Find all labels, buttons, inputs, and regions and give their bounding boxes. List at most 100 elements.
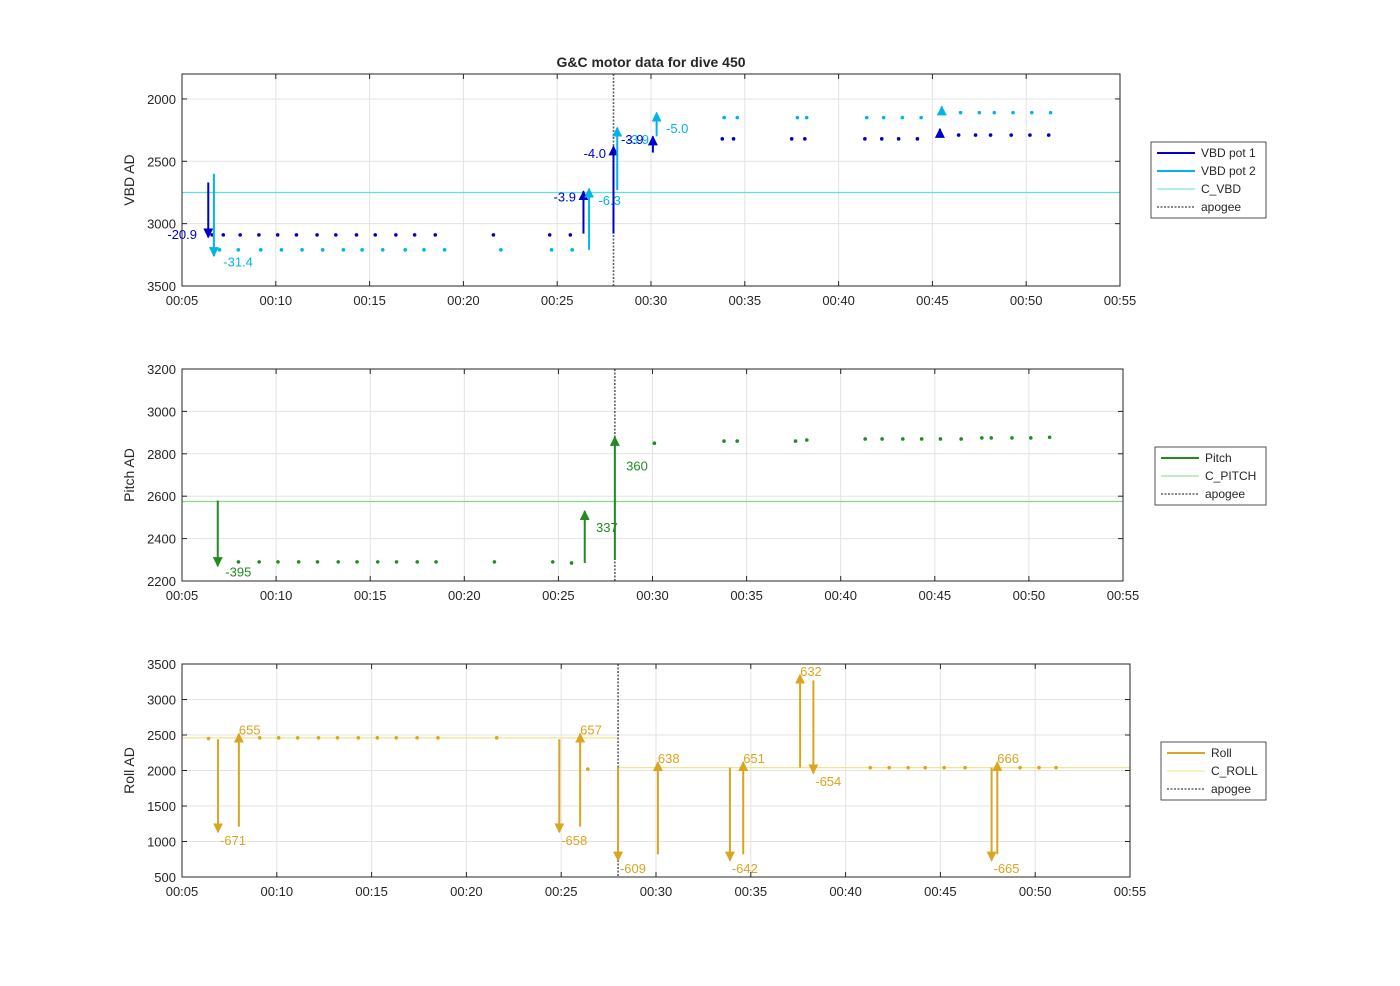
roll-xtick-label: 00:30: [640, 884, 673, 899]
vbd-data-point: [442, 248, 447, 252]
vbd-data-point: [221, 233, 226, 237]
pitch-data-point: [1028, 436, 1033, 440]
roll-data-point: [1018, 765, 1022, 770]
vbd-arrow-label: -3.9: [621, 132, 643, 147]
roll-data-point: [316, 736, 321, 740]
pitch-data-point: [880, 437, 884, 441]
vbd-xtick-label: 00:45: [916, 293, 949, 308]
roll-xtick-label: 00:15: [355, 884, 388, 899]
vbd-data-point: [879, 137, 884, 141]
vbd-legend-label: C_VBD: [1201, 182, 1241, 196]
roll-xtick-label: 00:50: [1019, 884, 1052, 899]
pitch-data-point: [550, 560, 555, 564]
vbd-data-point: [320, 248, 325, 252]
vbd-arrow-label: -3.9: [554, 189, 576, 204]
pitch-xtick-label: 00:35: [730, 588, 763, 603]
roll-ytick-label: 3000: [147, 693, 176, 708]
roll-xtick-label: 00:55: [1114, 884, 1147, 899]
vbd-xtick-label: 00:50: [1010, 293, 1043, 308]
pitch-data-point: [492, 560, 497, 564]
vbd-data-point: [720, 137, 725, 141]
vbd-arrow-label: -6.3: [598, 193, 620, 208]
vbd-data-point: [864, 115, 869, 120]
vbd-data-point: [300, 248, 304, 252]
roll-data-point: [923, 765, 928, 770]
pitch-xtick-label: 00:05: [166, 588, 199, 603]
vbd-data-point: [403, 248, 408, 252]
vbd-legend-label: VBD pot 1: [1201, 146, 1256, 160]
pitch-xtick-label: 00:55: [1107, 588, 1140, 603]
pitch-data-point: [394, 560, 399, 564]
vbd-legend-label: apogee: [1201, 200, 1241, 214]
roll-xtick-label: 00:40: [829, 884, 862, 899]
roll-data-point: [494, 736, 499, 740]
vbd-data-point: [315, 233, 319, 237]
vbd-data-point: [258, 248, 263, 252]
vbd-data-point: [499, 248, 503, 252]
roll-xtick-label: 00:10: [261, 884, 294, 899]
pitch-data-point: [652, 441, 657, 446]
vbd-xtick-label: 00:55: [1104, 293, 1137, 308]
roll-data-point: [276, 736, 281, 740]
roll-data-point: [375, 736, 380, 740]
vbd-data-point: [977, 110, 982, 115]
pitch-ytick-label: 3000: [147, 404, 176, 419]
vbd-data-point: [881, 115, 886, 120]
pitch-ytick-label: 2800: [147, 447, 176, 462]
vbd-data-point: [915, 137, 920, 141]
pitch-data-point: [722, 439, 726, 443]
pitch-ytick-label: 3200: [147, 362, 176, 377]
vbd-data-point: [956, 133, 961, 137]
roll-arrow-label: 655: [239, 723, 261, 738]
pitch-data-point: [415, 560, 420, 564]
pitch-data-point: [938, 437, 943, 441]
vbd-ytick-label: 3500: [147, 279, 176, 294]
vbd-data-point: [279, 248, 284, 252]
vbd-data-point: [360, 248, 364, 252]
vbd-data-point: [549, 248, 554, 252]
vbd-data-point: [547, 233, 552, 237]
vbd-data-point: [341, 248, 346, 252]
vbd-legend-label: VBD pot 2: [1201, 164, 1256, 178]
vbd-data-point: [789, 137, 794, 141]
vbd-data-point: [1046, 133, 1051, 137]
vbd-xtick-label: 00:10: [260, 293, 293, 308]
vbd-data-point: [412, 233, 417, 237]
roll-legend-label: C_ROLL: [1211, 764, 1258, 778]
roll-arrow-label: 638: [658, 751, 680, 766]
pitch-xtick-label: 00:20: [448, 588, 481, 603]
roll-data-point: [906, 765, 910, 770]
vbd-legend-box: [1150, 141, 1267, 219]
pitch-arrow-label: 337: [596, 520, 618, 535]
vbd-data-point: [795, 115, 800, 120]
pitch-data-point: [569, 561, 574, 565]
vbd-data-point: [422, 248, 426, 252]
roll-data-point: [1037, 765, 1041, 770]
vbd-arrow-label: -5.0: [666, 121, 688, 136]
roll-data-point: [887, 765, 892, 770]
pitch-xtick-label: 00:25: [542, 588, 575, 603]
pitch-data-point: [793, 439, 798, 443]
vbd-data-point: [491, 233, 496, 237]
pitch-legend-label: apogee: [1205, 487, 1245, 501]
vbd-data-point: [275, 233, 280, 237]
pitch-data-point: [434, 560, 438, 564]
roll-data-point: [257, 736, 262, 740]
roll-legend-label: apogee: [1211, 782, 1251, 796]
vbd-data-point: [803, 137, 807, 141]
vbd-data-point: [433, 233, 438, 237]
vbd-data-point: [236, 248, 241, 252]
pitch-data-point: [1047, 435, 1052, 440]
vbd-data-point: [354, 233, 359, 237]
vbd-xtick-label: 00:20: [447, 293, 480, 308]
vbd-axes: -20.9-31.4-3.9 -6.3-4.0-3.9-3.9-5.000:05 0…: [121, 73, 1137, 308]
pitch-data-point: [336, 560, 341, 564]
vbd-xtick-label: 00:30: [635, 293, 668, 308]
roll-ytick-label: 1000: [147, 835, 176, 850]
roll-axes: -671 655 -658 657 -609 638 -642 651 632 -654 -665 6…: [121, 657, 1146, 899]
pitch-legend-label: C_PITCH: [1205, 469, 1256, 483]
vbd-data-point: [217, 248, 222, 252]
roll-arrow-label: 657: [580, 723, 602, 738]
